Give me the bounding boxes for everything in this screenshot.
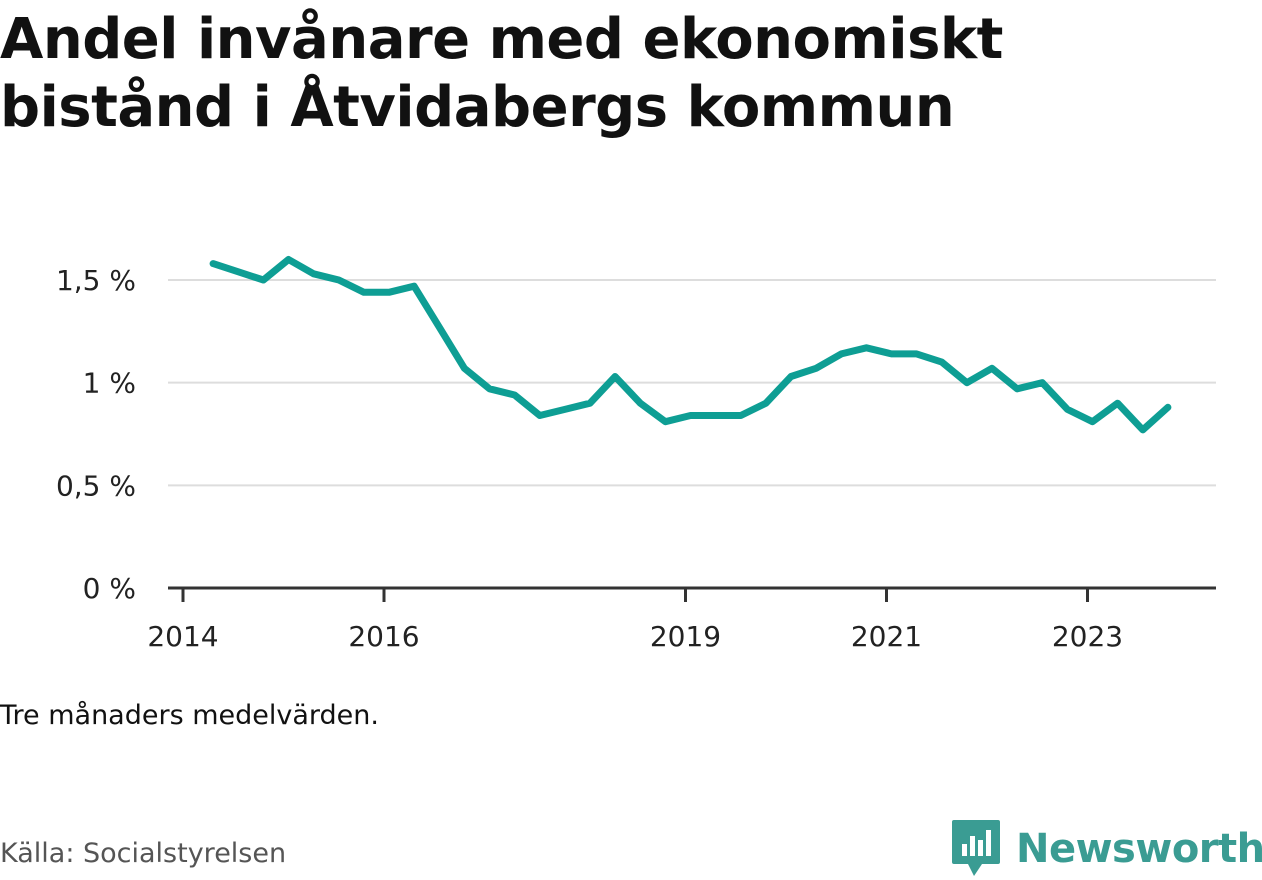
x-axis [168, 586, 1216, 602]
y-tick-label: 0 % [83, 572, 136, 605]
y-tick-label: 1,5 % [56, 264, 136, 297]
series-layer [209, 256, 1172, 434]
brand-name: Newsworthy [1016, 826, 1262, 872]
y-tick-label: 0,5 % [56, 469, 136, 502]
newsworthy-logo: Newsworthy [950, 818, 1262, 880]
newsworthy-logo-icon [952, 820, 1000, 876]
chart-title: Andel invånare med ekonomiskt bistånd i … [0, 7, 1003, 140]
gridlines [168, 279, 1216, 487]
x-tick-label: 2014 [147, 620, 218, 653]
y-tick-label: 1 % [83, 367, 136, 400]
y-axis-labels: 0 % 0,5 % 1 % 1,5 % [56, 264, 136, 605]
x-tick-label: 2016 [348, 620, 419, 653]
source-credit: Källa: Socialstyrelsen [0, 838, 287, 869]
x-tick-label: 2019 [650, 620, 721, 653]
x-tick-label: 2021 [851, 620, 922, 653]
chart-note: Tre månaders medelvärden. [0, 700, 379, 731]
series-line [209, 256, 1172, 434]
x-axis-labels: 2014 2016 2019 2021 2023 [147, 620, 1123, 653]
x-tick-label: 2023 [1052, 620, 1123, 653]
